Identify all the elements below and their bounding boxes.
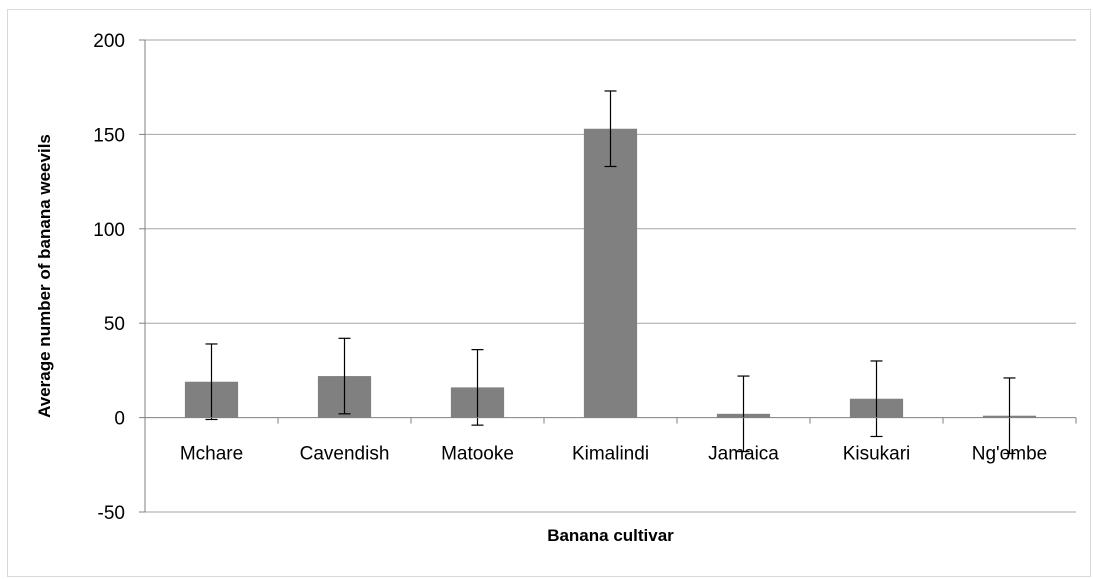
axes bbox=[139, 39, 1077, 513]
error-bar bbox=[338, 337, 351, 415]
y-tick-label: 50 bbox=[104, 314, 125, 335]
error-bar bbox=[205, 343, 218, 421]
error-bar bbox=[604, 90, 617, 168]
x-tick-label: Ng'ombe bbox=[972, 444, 1047, 465]
x-tick-label: Mchare bbox=[180, 444, 243, 465]
y-tick-label: 150 bbox=[93, 125, 125, 146]
x-tick-label: Matooke bbox=[441, 444, 514, 465]
x-tick-label: Cavendish bbox=[300, 444, 390, 465]
y-tick-label: 200 bbox=[93, 31, 125, 52]
y-tick-label: -50 bbox=[98, 503, 125, 524]
error-bar bbox=[870, 360, 883, 438]
chart-frame bbox=[7, 9, 1091, 577]
error-bar bbox=[737, 375, 750, 453]
error-bars bbox=[205, 90, 1016, 455]
bar-kimalindi bbox=[583, 128, 638, 418]
x-tick-label: Kimalindi bbox=[572, 444, 649, 465]
x-tick-label: Jamaica bbox=[708, 444, 779, 465]
error-bar bbox=[1003, 377, 1016, 455]
x-axis-title: Banana cultivar bbox=[547, 526, 674, 545]
y-axis-title: Average number of banana weevils bbox=[35, 134, 54, 418]
bars bbox=[184, 128, 1037, 418]
x-tick-labels: Mchare Cavendish Matooke Kimalindi Jamaica Ki… bbox=[180, 444, 1047, 465]
x-tick-label: Kisukari bbox=[843, 444, 911, 465]
y-tick-label: 0 bbox=[114, 409, 125, 430]
error-bar bbox=[471, 349, 484, 426]
y-tick-labels: -50 0 50 100 150 200 bbox=[93, 31, 125, 524]
y-tick-label: 100 bbox=[93, 220, 125, 241]
